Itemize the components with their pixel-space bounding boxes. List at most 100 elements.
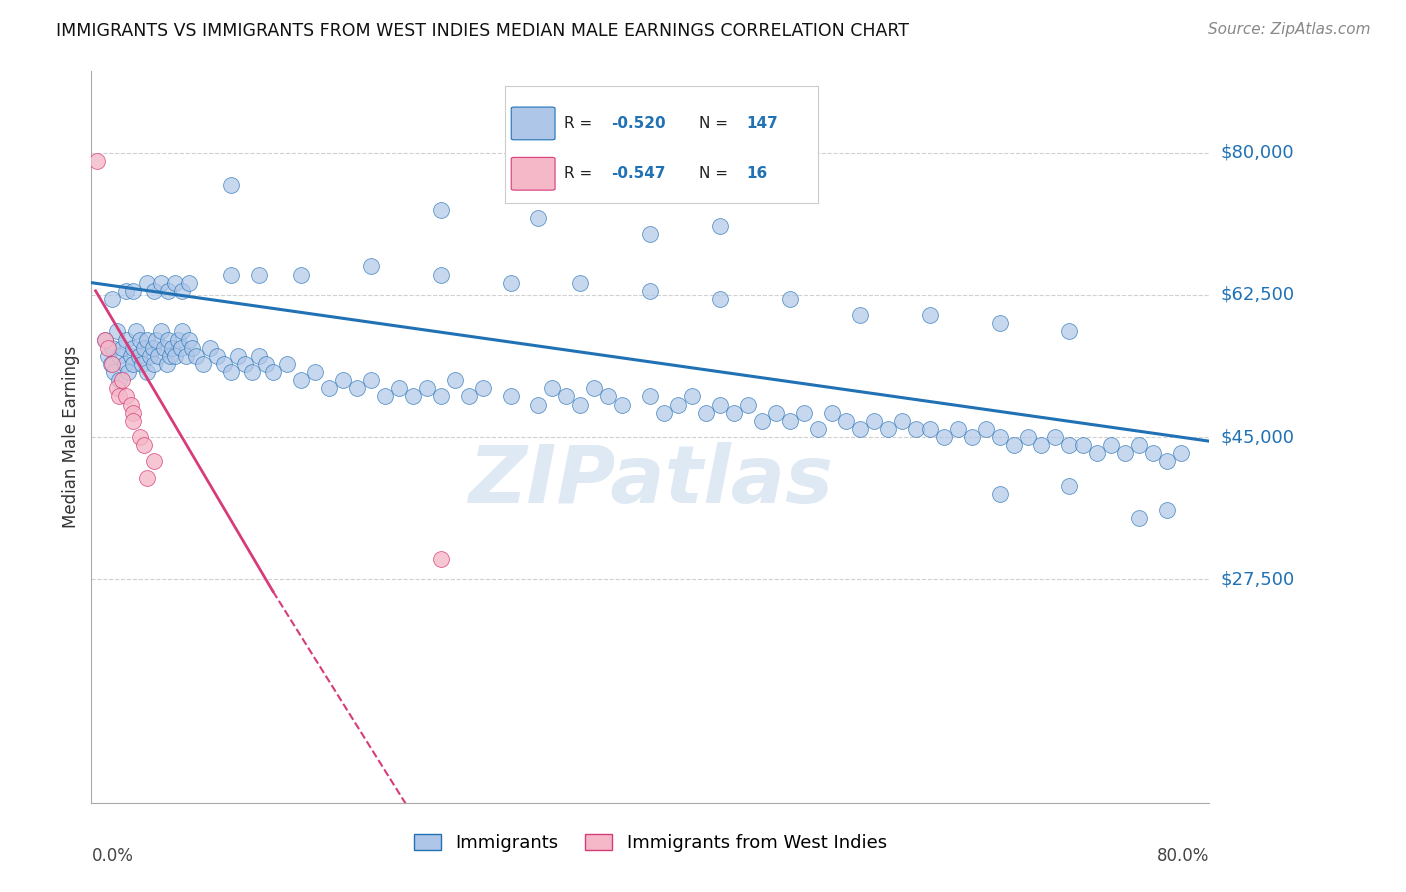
Point	[181, 341, 204, 355]
Point	[346, 381, 368, 395]
Point	[226, 349, 249, 363]
Point	[709, 292, 731, 306]
Point	[932, 430, 955, 444]
Point	[416, 381, 439, 395]
Point	[457, 389, 479, 403]
Point	[1156, 503, 1178, 517]
Point	[499, 276, 522, 290]
Point	[145, 333, 167, 347]
Point	[150, 325, 173, 339]
Point	[219, 365, 242, 379]
Point	[101, 357, 124, 371]
Point	[527, 398, 550, 412]
Point	[212, 357, 235, 371]
Point	[835, 414, 858, 428]
Point	[219, 268, 242, 282]
Point	[751, 414, 773, 428]
Point	[254, 357, 277, 371]
Point	[179, 333, 201, 347]
Point	[128, 349, 150, 363]
Point	[100, 357, 122, 371]
Text: $27,500: $27,500	[1220, 570, 1295, 589]
Point	[612, 398, 634, 412]
Point	[105, 325, 128, 339]
Point	[86, 153, 108, 168]
Point	[142, 341, 165, 355]
Point	[849, 308, 872, 322]
Point	[134, 341, 156, 355]
Point	[1059, 479, 1081, 493]
Point	[681, 389, 703, 403]
Text: $45,000: $45,000	[1220, 428, 1295, 446]
Point	[849, 422, 872, 436]
Point	[779, 292, 801, 306]
Point	[1031, 438, 1053, 452]
Point	[1073, 438, 1095, 452]
Point	[115, 389, 138, 403]
Point	[105, 381, 128, 395]
Text: $62,500: $62,500	[1220, 285, 1295, 304]
Point	[122, 357, 145, 371]
Point	[638, 284, 662, 298]
Point	[170, 341, 193, 355]
Point	[974, 422, 997, 436]
Point	[666, 398, 689, 412]
Point	[429, 389, 451, 403]
Point	[1059, 325, 1081, 339]
Point	[555, 389, 578, 403]
Point	[94, 333, 117, 347]
Point	[219, 178, 242, 193]
Point	[114, 357, 136, 371]
Point	[167, 333, 190, 347]
Point	[1114, 446, 1136, 460]
Point	[134, 438, 156, 452]
Point	[471, 381, 494, 395]
Point	[638, 227, 662, 241]
Point	[172, 284, 194, 298]
Point	[1128, 511, 1150, 525]
Point	[918, 422, 941, 436]
Point	[304, 365, 326, 379]
Point	[402, 389, 425, 403]
Point	[1156, 454, 1178, 468]
Point	[205, 349, 228, 363]
Point	[807, 422, 830, 436]
Point	[162, 341, 184, 355]
Point	[1087, 446, 1109, 460]
Point	[115, 333, 138, 347]
Point	[97, 349, 120, 363]
Point	[709, 398, 731, 412]
Point	[1045, 430, 1067, 444]
Point	[793, 406, 815, 420]
Point	[157, 284, 180, 298]
Legend: Immigrants, Immigrants from West Indies: Immigrants, Immigrants from West Indies	[406, 827, 894, 860]
Point	[360, 260, 382, 274]
Point	[876, 422, 898, 436]
Point	[821, 406, 844, 420]
Point	[148, 349, 170, 363]
Point	[290, 268, 312, 282]
Point	[598, 389, 620, 403]
Point	[122, 341, 145, 355]
Point	[499, 389, 522, 403]
Point	[136, 333, 159, 347]
Text: 80.0%: 80.0%	[1157, 847, 1209, 864]
Point	[374, 389, 396, 403]
Point	[165, 276, 187, 290]
Point	[129, 430, 152, 444]
Point	[429, 202, 451, 217]
Point	[101, 292, 124, 306]
Point	[429, 268, 451, 282]
Point	[862, 414, 886, 428]
Point	[122, 414, 145, 428]
Text: IMMIGRANTS VS IMMIGRANTS FROM WEST INDIES MEDIAN MALE EARNINGS CORRELATION CHART: IMMIGRANTS VS IMMIGRANTS FROM WEST INDIE…	[56, 22, 910, 40]
Point	[122, 406, 145, 420]
Point	[103, 365, 125, 379]
Point	[638, 389, 662, 403]
Point	[318, 381, 340, 395]
Point	[890, 414, 912, 428]
Point	[94, 333, 117, 347]
Text: $80,000: $80,000	[1220, 144, 1294, 161]
Point	[150, 276, 173, 290]
Point	[136, 471, 159, 485]
